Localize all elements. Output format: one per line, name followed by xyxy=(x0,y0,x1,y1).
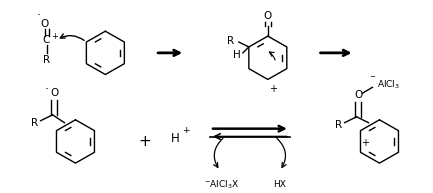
Text: O: O xyxy=(50,88,58,98)
Text: H: H xyxy=(171,132,180,145)
Text: R: R xyxy=(227,36,234,46)
Text: R: R xyxy=(31,118,38,128)
Text: O: O xyxy=(40,19,48,29)
Text: ·: · xyxy=(45,83,48,96)
Text: H: H xyxy=(233,50,241,60)
Text: +: + xyxy=(182,126,190,135)
Text: R: R xyxy=(43,55,50,65)
Text: +: + xyxy=(139,134,152,149)
Text: C: C xyxy=(43,35,50,45)
Text: $^{-}$AlCl$_3$X: $^{-}$AlCl$_3$X xyxy=(204,179,239,191)
Text: R: R xyxy=(335,120,342,130)
Text: $^{-}$: $^{-}$ xyxy=(369,74,376,84)
Text: +: + xyxy=(269,84,277,94)
Text: +: + xyxy=(51,32,58,41)
Text: ·: · xyxy=(36,9,41,22)
Text: O: O xyxy=(355,90,363,100)
Text: AlCl$_3$: AlCl$_3$ xyxy=(377,78,400,91)
Text: +: + xyxy=(362,138,369,148)
Text: O: O xyxy=(264,11,272,21)
Text: HX: HX xyxy=(273,180,286,189)
